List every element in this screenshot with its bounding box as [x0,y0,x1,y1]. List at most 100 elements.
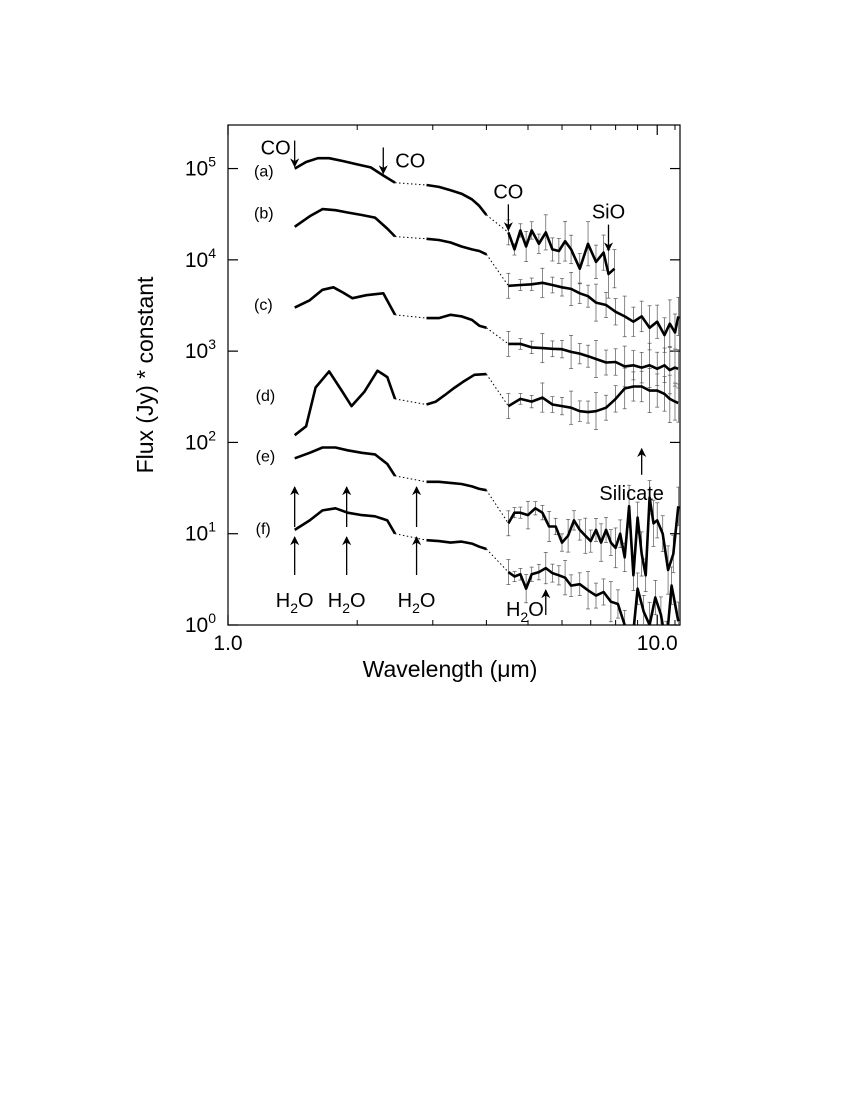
series-3 [293,367,680,437]
h2o-h: H [328,590,342,612]
silicate-label: Silicate [599,483,663,505]
series-gap-connector [485,489,509,524]
series-line-nir1 [294,285,397,316]
h2o-o: O [420,590,436,612]
h2o-subscript: 2 [520,609,528,625]
y-tick-base: 10 [185,249,208,272]
plot-border [227,124,681,626]
series-line-nir2 [426,183,488,216]
annotation-co-2: CO [378,147,425,175]
annotation-h2o-2: H2O [328,486,366,616]
h2o-o: O [528,599,544,621]
series-gap-connector [394,533,427,541]
h2o-o: O [298,590,314,612]
series-gap-connector [394,398,427,406]
y-tick-label-5: 105 [185,154,216,181]
series-gap-connector [486,548,509,573]
annotation-h2o-3: H2O [398,486,436,616]
x-axis-title: Wavelength (μm) [363,656,538,682]
h2o-subscript: 2 [342,600,350,616]
series-line-mir [507,566,680,625]
annotation-sio: SiO [592,202,625,252]
series-gap-connector [394,314,427,319]
x-tick-label-1: 10.0 [637,632,678,655]
series-gap-connector [486,373,509,407]
series-line-mir [507,229,616,276]
series-4 [294,446,680,595]
series-gap-connector [486,214,509,233]
h2o-h: H [276,590,290,612]
series-2 [294,285,680,395]
series-line-mir [507,385,679,414]
y-tick-exponent: 1 [208,519,216,535]
series-1 [293,207,680,353]
y-tick-exponent: 4 [208,245,216,261]
series-5 [294,506,680,625]
co-2-label: CO [395,150,425,172]
series-label-2: (c) [254,297,273,314]
h2o-h: H [506,599,520,621]
y-tick-label-3: 103 [185,336,216,363]
plot-frame [227,124,681,626]
y-tick-base: 10 [185,431,208,454]
series-gap-connector [394,475,427,483]
h2o-subscript: 2 [412,600,420,616]
series-line-nir1 [294,446,397,477]
annotation-silicate: Silicate [599,447,664,505]
series-label-5: (f) [256,521,271,538]
x-tick-label-0: 1.0 [213,632,242,655]
y-tick-exponent: 3 [208,336,216,352]
y-tick-exponent: 5 [208,154,216,170]
co-1-label: CO [261,138,291,160]
series-0 [294,156,617,299]
y-axis-title: Flux (Jy) * constant [132,276,158,473]
series-line-nir1 [294,506,397,535]
series-line-mir [507,496,680,577]
series-label-4: (e) [256,448,276,465]
h2o-h: H [398,590,412,612]
series-line-nir2 [426,480,487,492]
y-tick-base: 10 [185,614,208,637]
series-label-1: (b) [254,206,274,223]
series-gap-connector [486,254,509,287]
sio-label: SiO [592,202,625,224]
h2o-subscript: 2 [290,600,298,616]
series-line-nir2 [426,538,487,551]
series-group: (a) (b) (c) (d) (e) (f) [254,156,680,625]
h2o-o: O [350,590,366,612]
annotation-h2o-1: H2O [276,486,314,616]
series-gap-connector [486,327,509,345]
series-line-nir1 [293,369,397,437]
y-tick-base: 10 [185,158,208,181]
annotation-co-3: CO [493,181,523,232]
h2o-label: H2O [506,599,544,625]
series-line-nir2 [426,313,487,330]
series-line-nir2 [426,237,487,256]
y-tick-label-4: 104 [185,245,216,272]
annotation-h2o-4: H2O [506,589,551,625]
series-gap-connector [395,236,427,240]
y-tick-label-2: 102 [185,427,216,454]
series-label-3: (d) [256,388,276,405]
h2o-label: H2O [328,590,366,616]
series-line-mir [508,342,679,372]
y-tick-exponent: 2 [208,427,216,443]
series-line-mir [508,281,680,337]
co-3-label: CO [493,181,523,203]
series-line-nir1 [293,207,396,238]
annotation-co-1: CO [261,138,300,168]
series-line-nir1 [294,156,396,184]
series-line-nir2 [426,372,487,406]
y-tick-label-1: 101 [185,519,216,546]
h2o-label: H2O [398,590,436,616]
series-gap-connector [395,182,427,186]
h2o-label: H2O [276,590,314,616]
series-label-0: (a) [254,164,274,181]
y-tick-label-0: 100 [185,610,216,637]
y-tick-base: 10 [185,340,208,363]
y-tick-base: 10 [185,523,208,546]
